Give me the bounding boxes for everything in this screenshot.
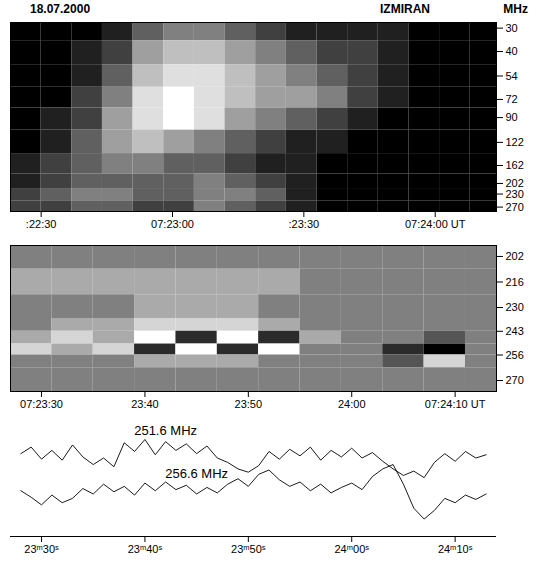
svg-text:24ᵐ00ˢ: 24ᵐ00ˢ <box>334 543 369 555</box>
svg-text:243: 243 <box>506 325 524 337</box>
svg-text:251.6 MHz: 251.6 MHz <box>134 423 197 438</box>
svg-text:07:23:00: 07:23:00 <box>151 218 194 230</box>
svg-text:23:50: 23:50 <box>235 398 263 410</box>
svg-text:23ᵐ30ˢ: 23ᵐ30ˢ <box>24 543 59 555</box>
svg-text:24ᵐ10ˢ: 24ᵐ10ˢ <box>438 543 473 555</box>
svg-text:90: 90 <box>506 111 518 123</box>
svg-text:72: 72 <box>506 93 518 105</box>
svg-text:230: 230 <box>506 301 524 313</box>
svg-text:24:00: 24:00 <box>338 398 366 410</box>
svg-text:122: 122 <box>506 136 524 148</box>
svg-text:230: 230 <box>506 188 524 200</box>
svg-text::23:30: :23:30 <box>289 218 320 230</box>
svg-text:07:24:00 UT: 07:24:00 UT <box>405 218 466 230</box>
svg-text:07:23:30: 07:23:30 <box>20 398 63 410</box>
svg-text:256.6 MHz: 256.6 MHz <box>165 466 228 481</box>
svg-text:54: 54 <box>506 70 518 82</box>
svg-text:162: 162 <box>506 159 524 171</box>
svg-text:23ᵐ40ˢ: 23ᵐ40ˢ <box>128 543 163 555</box>
html-text:18.07.2000: 18.07.2000 <box>30 2 91 16</box>
svg-text::22:30: :22:30 <box>26 218 57 230</box>
svg-text:256: 256 <box>506 349 524 361</box>
svg-text:202: 202 <box>506 250 524 262</box>
html-text:IZMIRAN: IZMIRAN <box>380 2 430 16</box>
svg-text:202: 202 <box>505 177 524 189</box>
svg-text:40: 40 <box>506 45 518 57</box>
svg-text:23:40: 23:40 <box>131 398 159 410</box>
svg-text:23ᵐ50ˢ: 23ᵐ50ˢ <box>231 543 266 555</box>
svg-text:216: 216 <box>506 276 524 288</box>
svg-text:07:24:10 UT: 07:24:10 UT <box>425 398 486 410</box>
svg-text:30: 30 <box>506 22 518 34</box>
html-text:MHz: MHz <box>503 2 528 16</box>
svg-text:270: 270 <box>506 374 524 386</box>
svg-text:270: 270 <box>506 201 524 213</box>
